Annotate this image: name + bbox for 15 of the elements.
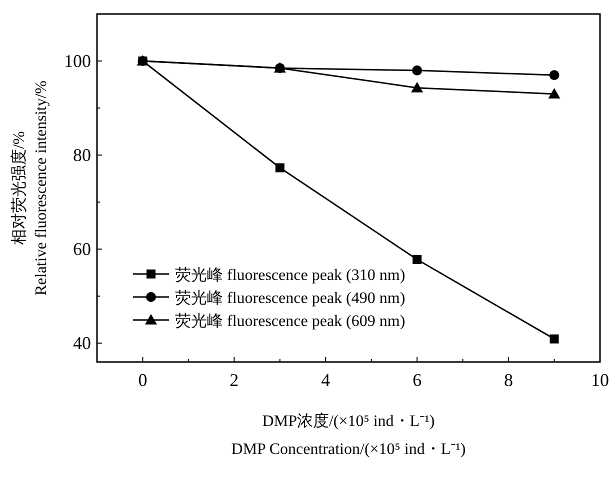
x-tick-label: 8 — [504, 370, 514, 390]
legend-label: 荧光峰 fluorescence peak (609 nm) — [175, 312, 406, 330]
x-tick-label: 2 — [230, 370, 239, 390]
y-tick-label: 80 — [73, 145, 91, 166]
y-tick-label: 100 — [64, 51, 91, 72]
legend-label: 荧光峰 fluorescence peak (490 nm) — [175, 289, 406, 307]
y-tick-label: 40 — [73, 333, 91, 354]
y-axis-title: 相对荧光强度/% Relative fluorescence intensity/% — [10, 80, 50, 296]
x-tick-label: 6 — [412, 370, 422, 390]
x-tick-label: 10 — [591, 370, 609, 390]
y-tick-label: 60 — [73, 239, 91, 260]
x-axis-title: DMP浓度/(×10⁵ ind・L⁻¹) DMP Concentration/(×10⁵ ind・L⁻¹) — [231, 412, 466, 458]
x-tick-label: 0 — [138, 370, 148, 390]
x-tick-label: 4 — [321, 370, 330, 390]
legend-label: 荧光峰 fluorescence peak (310 nm) — [175, 266, 406, 284]
